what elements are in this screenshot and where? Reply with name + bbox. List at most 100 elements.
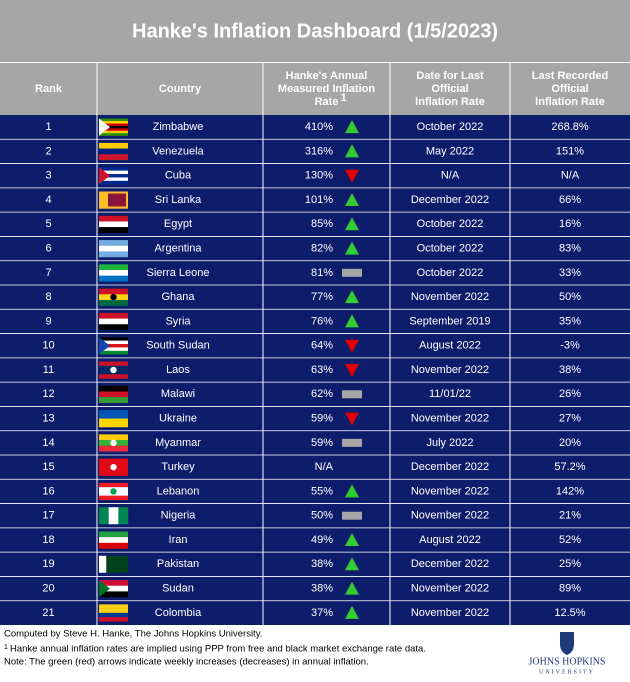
cell-text: November 2022 <box>411 291 489 303</box>
flag-stripe <box>99 180 128 185</box>
flag-stripe <box>99 580 128 586</box>
cell-text: November 2022 <box>411 412 489 424</box>
cell-text: Sri Lanka <box>155 194 202 206</box>
cell-text: 77% <box>311 291 333 303</box>
cell-text: 26% <box>559 388 581 400</box>
trend-up <box>345 581 359 595</box>
flag <box>99 458 128 476</box>
trend-up <box>345 193 359 206</box>
cell-text: 55% <box>311 485 333 497</box>
flag-emblem <box>110 463 117 471</box>
cell-text: 76% <box>311 315 333 327</box>
flag-stripe <box>99 245 128 252</box>
cell-text: September 2019 <box>409 315 490 327</box>
flag-emblem <box>108 193 126 207</box>
cell-text: 11 <box>43 364 54 376</box>
flag-stripe <box>99 133 128 136</box>
cell-text: 81% <box>311 267 333 279</box>
cell-text: 21% <box>559 510 581 522</box>
cell-text: 268.8% <box>551 121 589 133</box>
logo-sub: UNIVERSITY <box>539 669 595 675</box>
flag <box>99 580 128 598</box>
column-header: Rank <box>35 83 63 95</box>
flag <box>99 604 128 622</box>
cell-text: 38% <box>311 582 333 594</box>
flag <box>99 507 129 525</box>
cell-text: 83% <box>559 242 581 254</box>
flag-stripe <box>99 445 128 452</box>
flag-stripe <box>120 555 129 573</box>
cell-text: -3% <box>560 340 580 352</box>
flag-emblem <box>110 488 117 495</box>
cell-text: 37% <box>311 607 333 619</box>
trend-up <box>345 241 359 255</box>
flag-stripe <box>99 121 128 124</box>
flag-emblem <box>110 366 117 374</box>
flag-stripe <box>99 221 128 228</box>
flag-stripe <box>99 128 128 131</box>
cell-text: 13 <box>42 412 54 424</box>
flag-stripe <box>99 312 128 319</box>
trend-down <box>345 339 359 353</box>
footnote-mark: 1 <box>4 644 8 651</box>
cell-text: 151% <box>556 145 584 157</box>
trend-up <box>345 290 359 304</box>
flag-stripe <box>99 142 128 149</box>
flag-stripe <box>99 344 128 348</box>
cell-text: Pakistan <box>157 558 199 570</box>
flag-stripe <box>99 347 128 352</box>
cell-text: 49% <box>311 534 333 546</box>
flag <box>99 385 128 403</box>
trend-up <box>345 533 359 546</box>
cell-text: 50% <box>559 291 581 303</box>
flag <box>99 240 128 258</box>
flag-stripe <box>99 324 128 331</box>
flag <box>99 142 128 161</box>
cell-text: 1 <box>45 121 51 133</box>
trend-up <box>345 217 359 231</box>
flag-stripe <box>99 148 128 155</box>
flag <box>99 167 128 185</box>
flag-stripe <box>99 240 128 246</box>
flag-stripe <box>99 418 128 428</box>
flag-stripe <box>99 264 128 271</box>
trend-flat <box>342 268 362 277</box>
flag-stripe <box>99 275 128 282</box>
title: Hanke's Inflation Dashboard (1/5/2023) <box>132 20 498 42</box>
cell-text: 6 <box>45 242 51 254</box>
cell-text: 82% <box>311 242 333 254</box>
cell-text: 19 <box>42 558 54 570</box>
cell-text: Zimbabwe <box>153 121 204 133</box>
cell-text: Malawi <box>161 388 195 400</box>
cell-text: 20% <box>559 437 581 449</box>
flag-emblem <box>110 439 117 447</box>
cell-text: 8 <box>45 291 51 303</box>
trend-up <box>345 314 359 328</box>
cell-text: 5 <box>45 218 51 230</box>
flag-stripe <box>99 385 128 392</box>
cell-text: 11/01/22 <box>429 388 471 400</box>
trend-flat <box>342 390 362 399</box>
flag <box>99 191 128 209</box>
flag-triangle <box>99 118 110 136</box>
cell-text: 35% <box>559 315 581 327</box>
flag-stripe <box>99 482 128 488</box>
cell-text: Argentina <box>154 242 202 254</box>
cell-text: 16 <box>42 485 54 497</box>
cell-text: 12.5% <box>554 607 585 619</box>
cell-text: 21 <box>42 607 54 619</box>
flag-stripe <box>99 397 128 403</box>
trend-up <box>345 484 359 498</box>
cell-text: Egypt <box>164 218 192 230</box>
flag-stripe <box>108 507 119 525</box>
flag-stripe <box>99 495 128 501</box>
cell-text: November 2022 <box>411 510 489 522</box>
logo-shield <box>560 632 574 655</box>
flag-stripe <box>99 337 128 341</box>
flag-stripe <box>99 123 128 127</box>
cell-text: N/A <box>441 170 460 182</box>
cell-text: Laos <box>166 364 190 376</box>
flag-stripe <box>99 167 128 171</box>
cell-text: November 2022 <box>411 485 489 497</box>
flag-stripe <box>99 299 128 306</box>
